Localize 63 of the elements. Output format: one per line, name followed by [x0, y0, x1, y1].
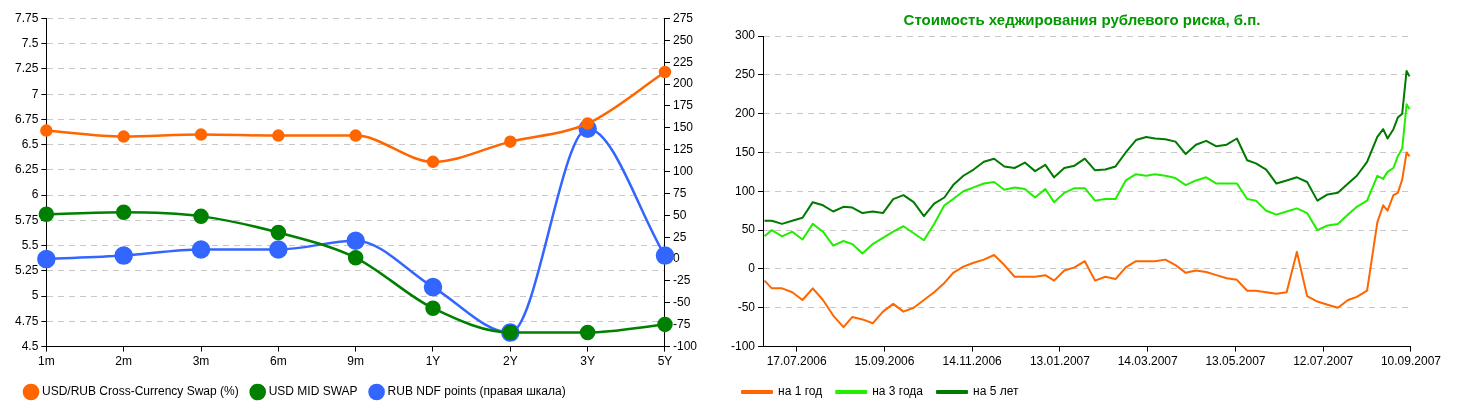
y2-tick-label: 0 [672, 251, 680, 266]
y-tick-label: 5.75 [15, 212, 39, 227]
y-tick-label: 5.5 [21, 237, 39, 252]
y-tick-label: 5.25 [15, 263, 39, 278]
y2-tick-label: 250 [672, 32, 694, 47]
legend-label: USD/RUB Cross-Currency Swap (%) [42, 384, 239, 399]
y2-tick-label: -25 [672, 273, 691, 288]
y-tick-label: 5 [31, 288, 39, 303]
y2-tick-label: 175 [672, 98, 694, 113]
y-tick-label: 7.75 [15, 10, 39, 25]
y-tick-label: 0 [748, 261, 756, 276]
legend-label: на 1 год [778, 384, 823, 399]
legend-label: RUB NDF points (правая шкала) [387, 384, 566, 399]
x-tick-label: 14.11.2006 [942, 354, 1003, 369]
y2-tick-label: 75 [672, 185, 687, 200]
y2-tick-label: 225 [672, 54, 694, 69]
y2-tick-label: 25 [672, 229, 687, 244]
y2-tick-label: 200 [672, 76, 694, 91]
legend-label: USD MID SWAP [268, 384, 358, 399]
x-tick-label: 15.09.2006 [854, 354, 915, 369]
y2-tick-label: -100 [672, 338, 698, 353]
legend-label: на 3 года [872, 384, 924, 399]
x-tick-label: 2Y [502, 354, 518, 369]
legend-label: на 5 лет [973, 384, 1019, 399]
x-tick-label: 1Y [425, 354, 441, 369]
y-tick-label: 7 [31, 86, 39, 101]
x-tick-label: 10.09.2007 [1380, 354, 1442, 369]
y-tick-label: 4.5 [21, 338, 39, 353]
x-tick-label: 3Y [580, 354, 595, 369]
x-tick-label: 17.07.2006 [766, 354, 828, 369]
x-tick-label: 3m [192, 354, 210, 369]
chart-title: Стоимость хеджирования рублевого риска, б.п. [903, 11, 1261, 29]
y2-tick-label: -75 [672, 317, 691, 332]
x-tick-label: 9m [347, 354, 365, 369]
y2-tick-label: 50 [672, 207, 687, 222]
x-tick-label: 13.05.2007 [1205, 354, 1266, 369]
y2-tick-label: 275 [672, 10, 694, 25]
y2-tick-label: 125 [672, 142, 694, 157]
y-tick-label: 250 [734, 67, 756, 82]
x-tick-label: 1m [38, 354, 55, 369]
y-tick-label: -100 [730, 338, 756, 353]
y-tick-label: 200 [734, 105, 756, 120]
y2-tick-label: -50 [672, 295, 691, 310]
y-tick-label: 6.75 [15, 111, 39, 126]
x-tick-label: 13.01.2007 [1029, 354, 1091, 369]
y-tick-label: 100 [734, 183, 756, 198]
x-tick-label: 6m [270, 354, 287, 369]
x-tick-label: 2m [115, 354, 133, 369]
x-tick-label: 14.03.2007 [1117, 354, 1179, 369]
y-tick-label: 6.5 [21, 137, 39, 151]
y-tick-label: 50 [741, 222, 756, 237]
x-tick-label: 12.07.2007 [1293, 354, 1354, 369]
x-tick-label: 5Y [657, 354, 673, 369]
y-tick-label: 4.75 [15, 313, 39, 328]
y-tick-label: -50 [737, 300, 756, 315]
y-tick-label: 7.25 [15, 61, 39, 76]
y2-tick-label: 150 [672, 120, 694, 135]
y-tick-label: 7.5 [21, 36, 39, 51]
y-tick-label: 6 [31, 187, 39, 202]
y-tick-label: 150 [734, 144, 756, 159]
y2-tick-label: 100 [672, 163, 694, 178]
y-tick-label: 6.25 [15, 162, 39, 177]
y-tick-label: 300 [734, 28, 756, 43]
